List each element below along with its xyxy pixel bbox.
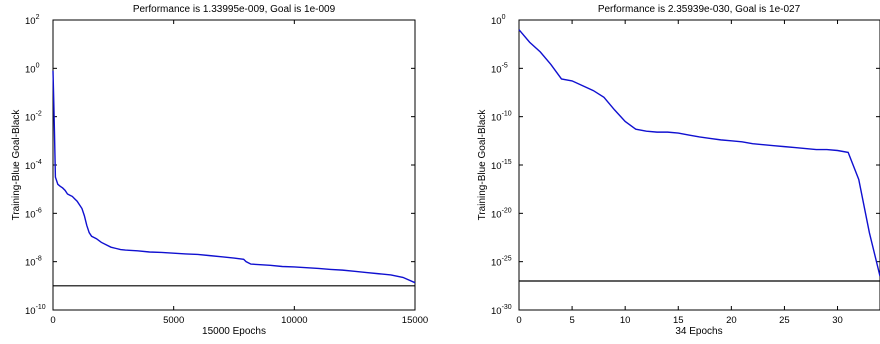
y-tick-label: 10-5 — [491, 62, 508, 75]
x-tick-label: 0 — [50, 315, 55, 326]
y-tick-label: 10-15 — [491, 159, 512, 172]
y-tick-label: 100 — [25, 62, 40, 75]
chart-title: Performance is 1.33995e-009, Goal is 1e-… — [133, 4, 336, 15]
training-series-line — [518, 29, 880, 277]
y-tick-label: 10-10 — [491, 111, 512, 124]
x-tick-label: 20 — [726, 315, 737, 326]
y-tick-label: 10-6 — [25, 207, 42, 220]
training-series-line — [52, 70, 416, 284]
y-tick-label: 102 — [25, 14, 40, 27]
y-tick-label: 10-2 — [25, 111, 42, 124]
x-tick-label: 30 — [832, 315, 843, 326]
x-tick-label: 5000 — [163, 315, 184, 326]
x-tick-label: 5 — [569, 315, 574, 326]
y-tick-label: 10-10 — [25, 304, 46, 317]
right-training-chart: Performance is 2.35939e-030, Goal is 1e-… — [477, 4, 880, 337]
y-tick-label: 100 — [491, 14, 506, 27]
x-tick-label: 15000 — [402, 315, 428, 326]
x-tick-label: 25 — [779, 315, 790, 326]
x-tick-label: 10000 — [281, 315, 307, 326]
y-axis-label: Training-Blue Goal-Black — [477, 109, 488, 221]
x-tick-label: 15 — [673, 315, 684, 326]
y-tick-label: 10-4 — [25, 159, 42, 172]
y-axis-label: Training-Blue Goal-Black — [11, 109, 22, 221]
x-axis-label: 15000 Epochs — [202, 326, 266, 337]
chart-title: Performance is 2.35939e-030, Goal is 1e-… — [598, 4, 801, 15]
y-tick-label: 10-25 — [491, 256, 512, 269]
x-tick-label: 10 — [620, 315, 631, 326]
left-training-chart: Performance is 1.33995e-009, Goal is 1e-… — [11, 4, 428, 337]
y-tick-label: 10-30 — [491, 304, 512, 317]
x-tick-label: 0 — [516, 315, 521, 326]
plot-frame — [52, 19, 416, 311]
plot-frame — [518, 19, 880, 311]
x-axis-label: 34 Epochs — [675, 326, 722, 337]
y-tick-label: 10-8 — [25, 256, 42, 269]
y-tick-label: 10-20 — [491, 207, 512, 220]
